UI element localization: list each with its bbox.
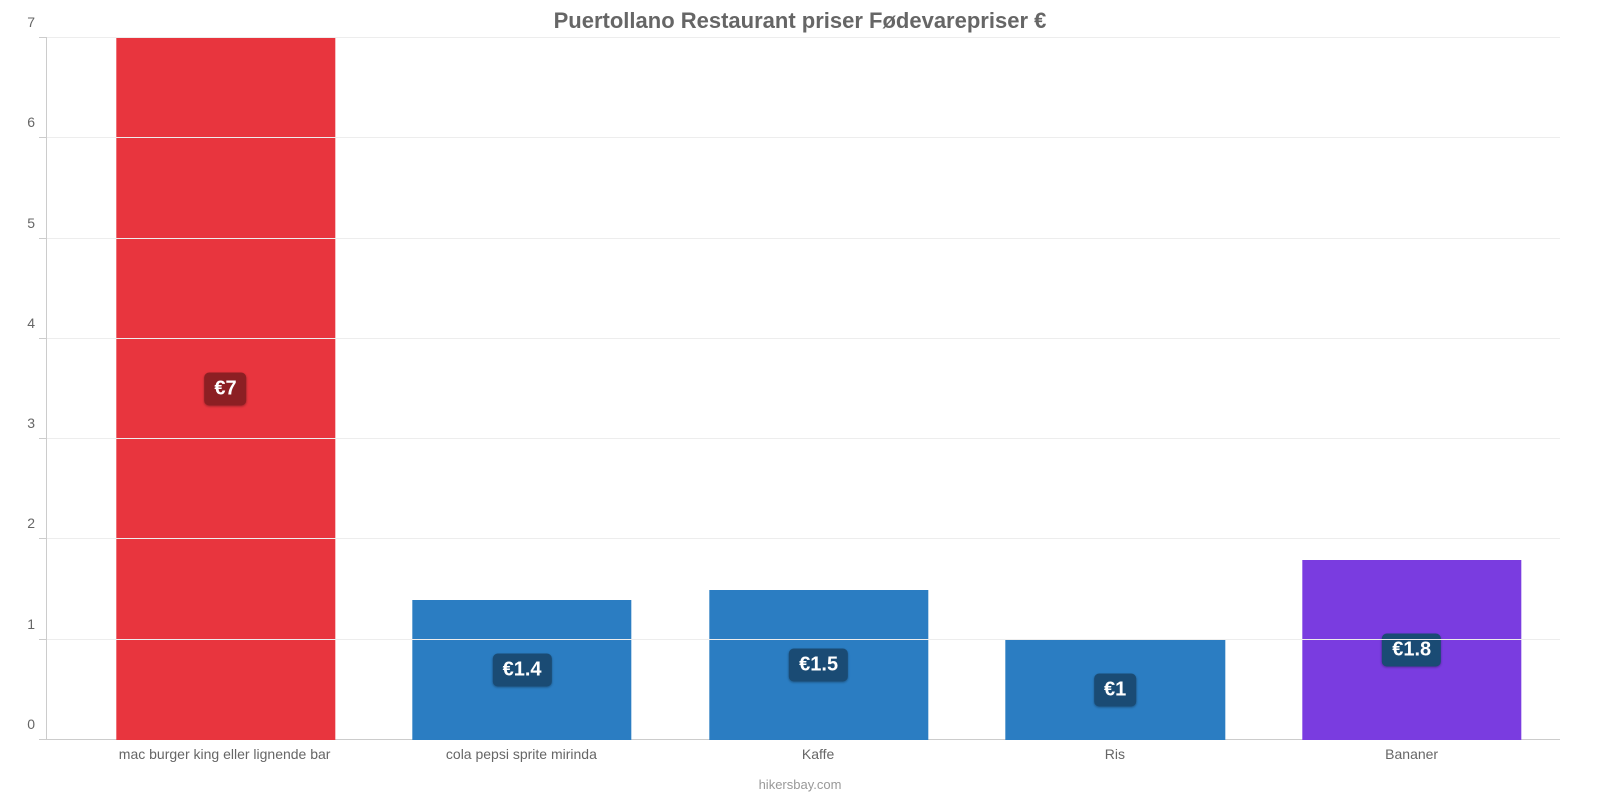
chart-title: Puertollano Restaurant priser Fødevarepr… <box>0 0 1600 38</box>
y-axis-tick-label: 4 <box>27 315 47 331</box>
y-axis-tick-label: 5 <box>27 215 47 231</box>
bar: €1.8 <box>1302 560 1521 741</box>
bar: €7 <box>116 38 335 740</box>
value-badge: €7 <box>204 373 246 406</box>
y-axis-tick <box>39 538 47 539</box>
x-axis-label: mac burger king eller lignende bar <box>119 746 331 762</box>
y-axis-tick-label: 3 <box>27 415 47 431</box>
grid-line <box>47 137 1560 138</box>
grid-line <box>47 538 1560 539</box>
grid-line <box>47 438 1560 439</box>
bar: €1.4 <box>412 600 631 740</box>
grid-line <box>47 338 1560 339</box>
y-axis-tick <box>39 238 47 239</box>
y-axis-tick-label: 6 <box>27 114 47 130</box>
grid-line <box>47 639 1560 640</box>
x-axis-label: Kaffe <box>802 746 834 762</box>
x-axis-labels: mac burger king eller lignende bar cola p… <box>46 746 1560 766</box>
value-badge: €1.5 <box>789 648 848 681</box>
price-chart: Puertollano Restaurant priser Fødevarepr… <box>0 0 1600 800</box>
y-axis-tick <box>39 739 47 740</box>
y-axis-tick <box>39 438 47 439</box>
x-axis-label: Ris <box>1105 746 1125 762</box>
grid-line <box>47 238 1560 239</box>
bar: €1.5 <box>709 590 928 740</box>
y-axis-tick-label: 7 <box>27 14 47 30</box>
x-axis-label: cola pepsi sprite mirinda <box>446 746 597 762</box>
y-axis-tick <box>39 37 47 38</box>
y-axis-tick-label: 0 <box>27 716 47 732</box>
y-axis-tick <box>39 137 47 138</box>
grid-line <box>47 37 1560 38</box>
y-axis-tick <box>39 639 47 640</box>
value-badge: €1 <box>1094 673 1136 706</box>
value-badge: €1.4 <box>493 653 552 686</box>
bar: €1 <box>1005 640 1224 740</box>
bars-layer: €7 €1.4 €1.5 €1 €1.8 <box>47 38 1560 740</box>
y-axis-tick <box>39 338 47 339</box>
x-axis-label: Bananer <box>1385 746 1438 762</box>
y-axis-tick-label: 1 <box>27 616 47 632</box>
y-axis-tick-label: 2 <box>27 515 47 531</box>
plot-area: €7€1.4€1.5€1€1.8 01234567 <box>46 38 1560 740</box>
chart-credit: hikersbay.com <box>0 777 1600 792</box>
